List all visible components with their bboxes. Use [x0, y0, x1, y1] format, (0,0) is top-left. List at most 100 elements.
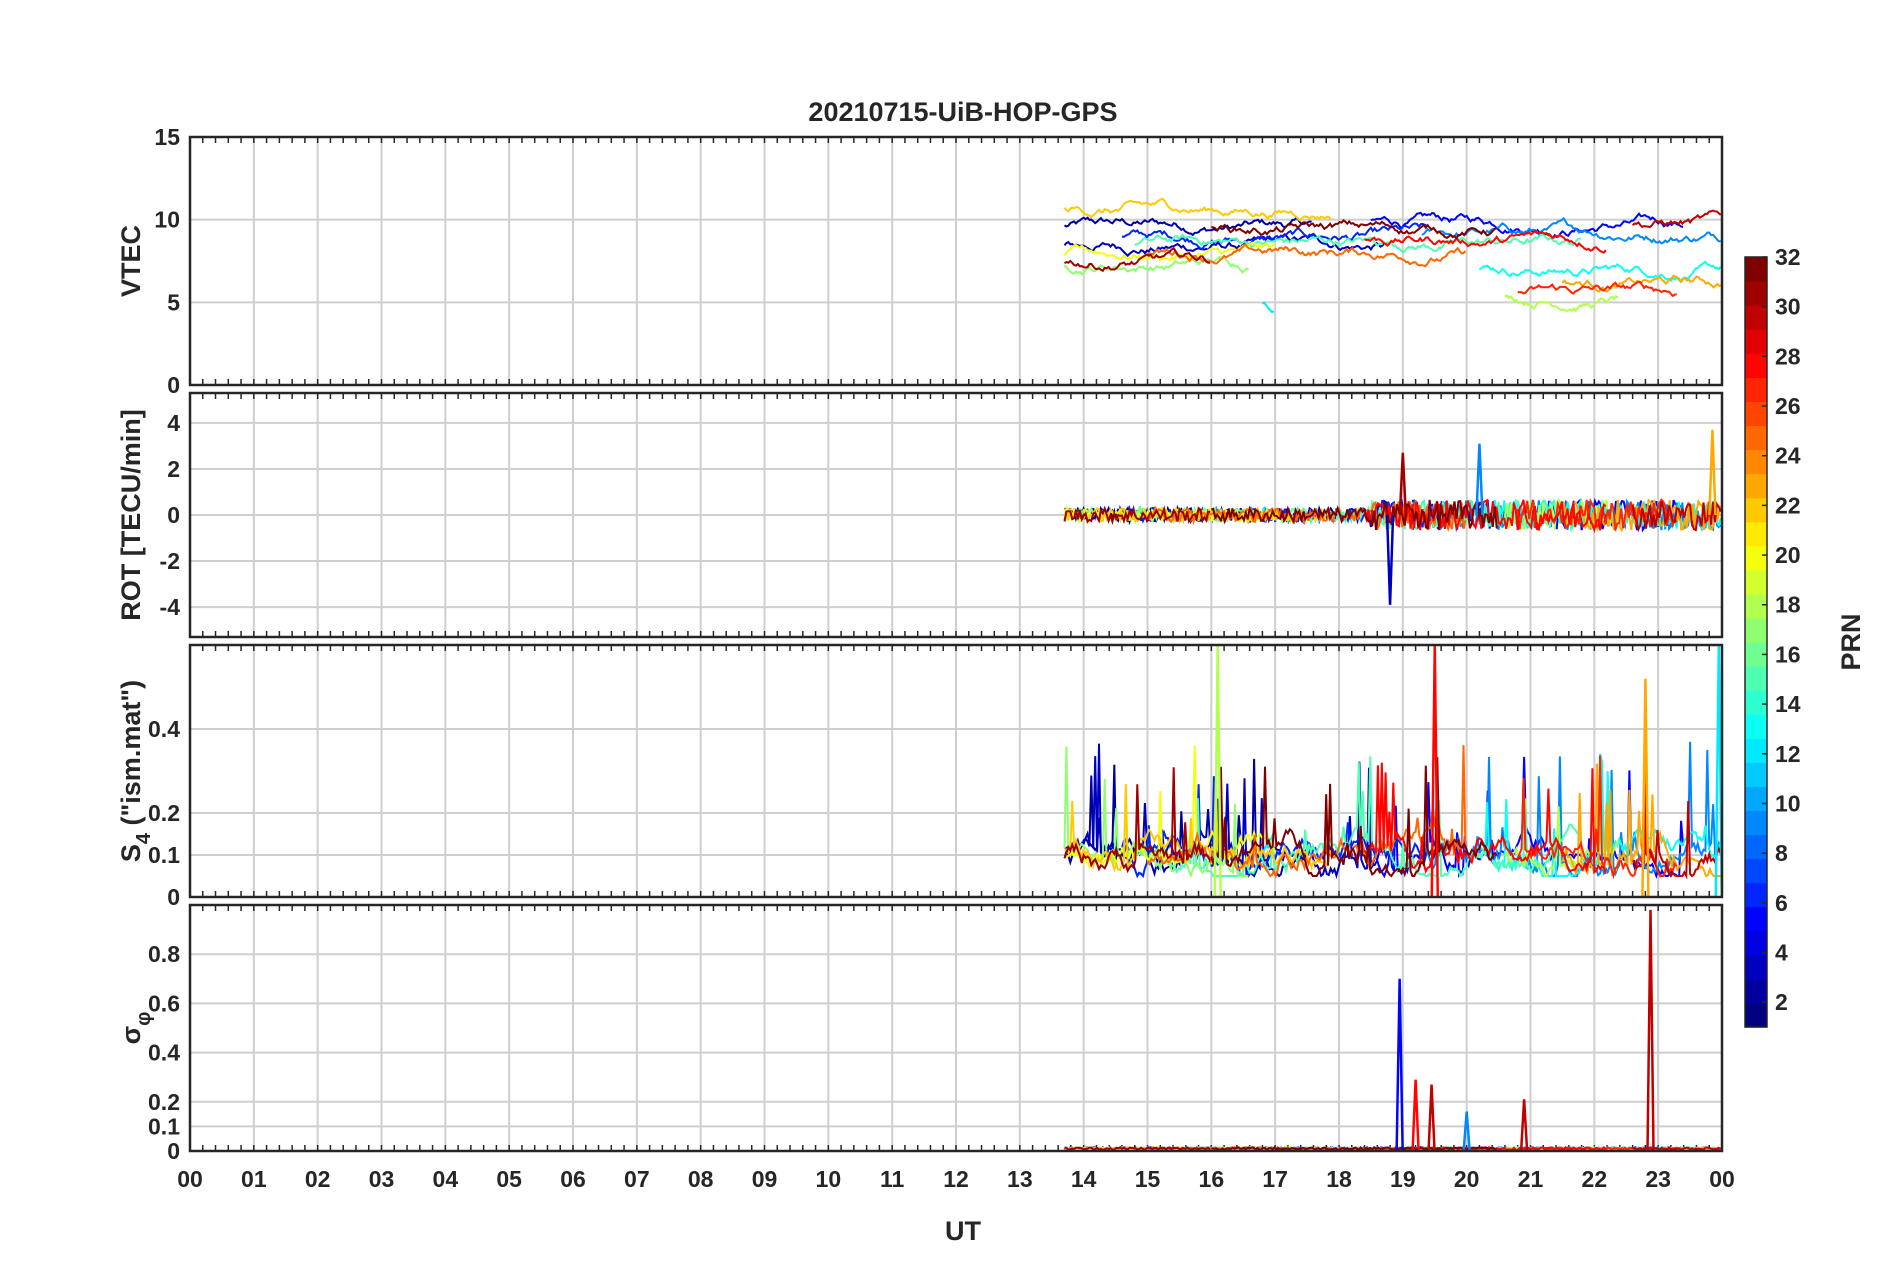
colorbar-tick-label: 24	[1775, 443, 1801, 469]
colorbar-tick-label: 14	[1775, 691, 1801, 717]
spike-prn-31	[1398, 452, 1408, 516]
spike-prn-3	[1385, 514, 1395, 605]
series-line-prn-22	[1063, 197, 1332, 222]
colorbar-segment	[1745, 978, 1767, 1004]
spike-prn-23	[1708, 429, 1717, 516]
spike-prn-30	[1646, 909, 1655, 1151]
colorbar-segment	[1745, 305, 1767, 330]
y-tick-label: -4	[160, 594, 181, 620]
series-line-prn-31	[1064, 246, 1211, 273]
spike-prn-9	[1475, 443, 1484, 516]
y-axis-label: S4 ("ism.mat")	[116, 680, 155, 862]
colorbar-segment	[1745, 666, 1767, 691]
series-line-prn-32	[1210, 757, 1498, 878]
x-tick-label: 21	[1518, 1166, 1544, 1192]
axis-box	[188, 135, 1724, 387]
series-group	[1063, 197, 1722, 314]
y-axis-label: VTEC	[116, 225, 146, 297]
series-line-prn-30	[1631, 209, 1722, 229]
colorbar-tick-label: 32	[1775, 244, 1801, 270]
series-line-prn-15	[1134, 756, 1582, 879]
colorbar-segment	[1745, 569, 1767, 595]
x-tick-label: 10	[816, 1166, 842, 1192]
series-line-prn-27	[1517, 280, 1677, 298]
x-tick-label: 04	[433, 1166, 459, 1192]
x-tick-label: 13	[1007, 1166, 1033, 1192]
colorbar-tick-label: 30	[1775, 294, 1801, 320]
colorbar-segment	[1745, 882, 1767, 908]
y-tick-label: 0.4	[148, 1040, 180, 1066]
colorbar-tick-label: 10	[1775, 790, 1801, 816]
colorbar-segment	[1745, 617, 1767, 643]
colorbar-segment	[1745, 858, 1767, 884]
series-line-prn-32	[1210, 496, 1498, 531]
y-tick-label: 5	[167, 289, 180, 315]
series-line-prn-17	[1063, 746, 1249, 879]
x-tick-label: 03	[369, 1166, 395, 1192]
colorbar-segment	[1745, 738, 1767, 763]
x-tick-label: 06	[560, 1166, 586, 1192]
colorbar-tick-label: 26	[1775, 393, 1801, 419]
spike-prn-28	[1430, 645, 1439, 897]
x-tick-label: 08	[688, 1166, 714, 1192]
x-tick-label: 09	[752, 1166, 778, 1192]
series-line-prn-23	[1561, 274, 1722, 294]
colorbar-segment	[1745, 930, 1767, 956]
colorbar-segment	[1745, 497, 1767, 523]
y-tick-label: 0.4	[148, 716, 180, 742]
panel-vtec: 0 5 10 15 VTEC	[116, 124, 1724, 398]
y-axis-label: σφ	[116, 1012, 155, 1045]
colorbar-segment	[1745, 906, 1767, 932]
colorbar-segment	[1745, 810, 1767, 836]
series-line-prn-31	[1064, 1146, 1211, 1151]
colorbar-segment	[1745, 353, 1767, 378]
series-line-prn-32	[1211, 219, 1498, 240]
panel-rot: -4 -2 0 2 4 ROT [TECU/min]	[116, 391, 1724, 639]
series-line-prn-15	[1134, 233, 1581, 254]
x-tick-label: 14	[1071, 1166, 1097, 1192]
series-group	[1063, 429, 1722, 605]
series-line-prn-27	[1516, 755, 1678, 880]
spike-prn-9	[1462, 1111, 1471, 1151]
colorbar-segment	[1745, 281, 1767, 306]
colorbar-segment	[1745, 786, 1767, 812]
spike-prn-28	[1411, 1079, 1420, 1151]
colorbar-segment	[1745, 521, 1767, 547]
y-tick-label: 0.2	[148, 1089, 180, 1115]
series-group	[1063, 645, 1722, 897]
spike-prn-5	[1395, 978, 1404, 1151]
y-tick-label: 0.6	[148, 990, 180, 1016]
x-tick-label: 12	[943, 1166, 969, 1192]
colorbar-segment	[1745, 593, 1767, 619]
x-tick-label: 17	[1262, 1166, 1288, 1192]
y-tick-label: 0.1	[148, 842, 180, 868]
x-tick-label: 00	[177, 1166, 203, 1192]
series-line-prn-28	[1363, 762, 1607, 875]
series-line-prn-32	[1211, 1145, 1498, 1151]
colorbar-segment	[1745, 954, 1767, 980]
series-line-prn-31	[1063, 767, 1211, 874]
axis-box	[188, 391, 1724, 639]
colorbar-segment	[1745, 377, 1767, 402]
colorbar-segment	[1745, 473, 1767, 499]
colorbar-segment	[1745, 1002, 1767, 1028]
spike-prn-18	[1213, 645, 1222, 897]
x-tick-label: 05	[496, 1166, 522, 1192]
y-tick-label: 0	[167, 372, 180, 398]
series-line-prn-23	[1561, 498, 1722, 533]
colorbar-segment	[1745, 545, 1767, 571]
colorbar-segment	[1745, 257, 1767, 282]
series-line-prn-2	[1063, 216, 1312, 237]
colorbar-tick-label: 18	[1775, 592, 1801, 618]
series-line-prn-17	[1063, 255, 1249, 276]
y-tick-label: 0.1	[148, 1113, 180, 1139]
panel-s4: 0 0.1 0.2 0.4S4 ("ism.mat")	[116, 643, 1724, 910]
y-tick-label: 0	[167, 502, 180, 528]
colorbar-tick-label: 20	[1775, 542, 1801, 568]
series-line-prn-12	[1261, 831, 1275, 853]
x-tick-label: 20	[1454, 1166, 1480, 1192]
colorbar-segment	[1745, 690, 1767, 715]
series-line-prn-30	[1631, 501, 1722, 533]
series-line-prn-31	[1063, 505, 1211, 526]
